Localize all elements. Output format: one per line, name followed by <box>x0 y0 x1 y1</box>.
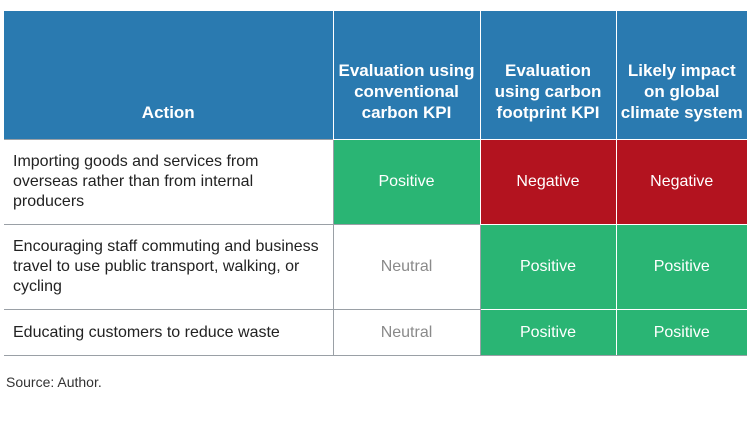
table-row: Educating customers to reduce waste Neut… <box>4 309 747 356</box>
source-note: Source: Author. <box>6 374 102 390</box>
cell-footprint: Positive <box>479 309 616 356</box>
row-action: Importing goods and services from overse… <box>4 139 334 225</box>
cell-conventional: Neutral <box>332 309 481 356</box>
row-action: Educating customers to reduce waste <box>4 309 334 356</box>
cell-impact: Positive <box>615 224 747 310</box>
table-row: Importing goods and services from overse… <box>4 139 747 225</box>
header-row: Action Evaluation using conventional car… <box>4 11 747 140</box>
cell-conventional: Neutral <box>332 224 481 310</box>
cell-footprint: Positive <box>479 224 616 310</box>
header-action: Action <box>4 11 333 140</box>
cell-impact: Positive <box>615 309 747 356</box>
cell-footprint: Negative <box>479 139 616 225</box>
cell-conventional: Positive <box>332 139 480 225</box>
header-climate-impact: Likely impact on global climate system <box>615 11 747 140</box>
header-footprint-kpi: Evaluation using carbon footprint KPI <box>479 11 616 140</box>
cell-impact: Negative <box>615 139 747 225</box>
table-row: Encouraging staff commuting and business… <box>4 224 747 310</box>
header-conventional-kpi: Evaluation using conventional carbon KPI <box>332 11 480 140</box>
kpi-comparison-table: Action Evaluation using conventional car… <box>4 11 747 356</box>
row-action: Encouraging staff commuting and business… <box>4 224 334 310</box>
